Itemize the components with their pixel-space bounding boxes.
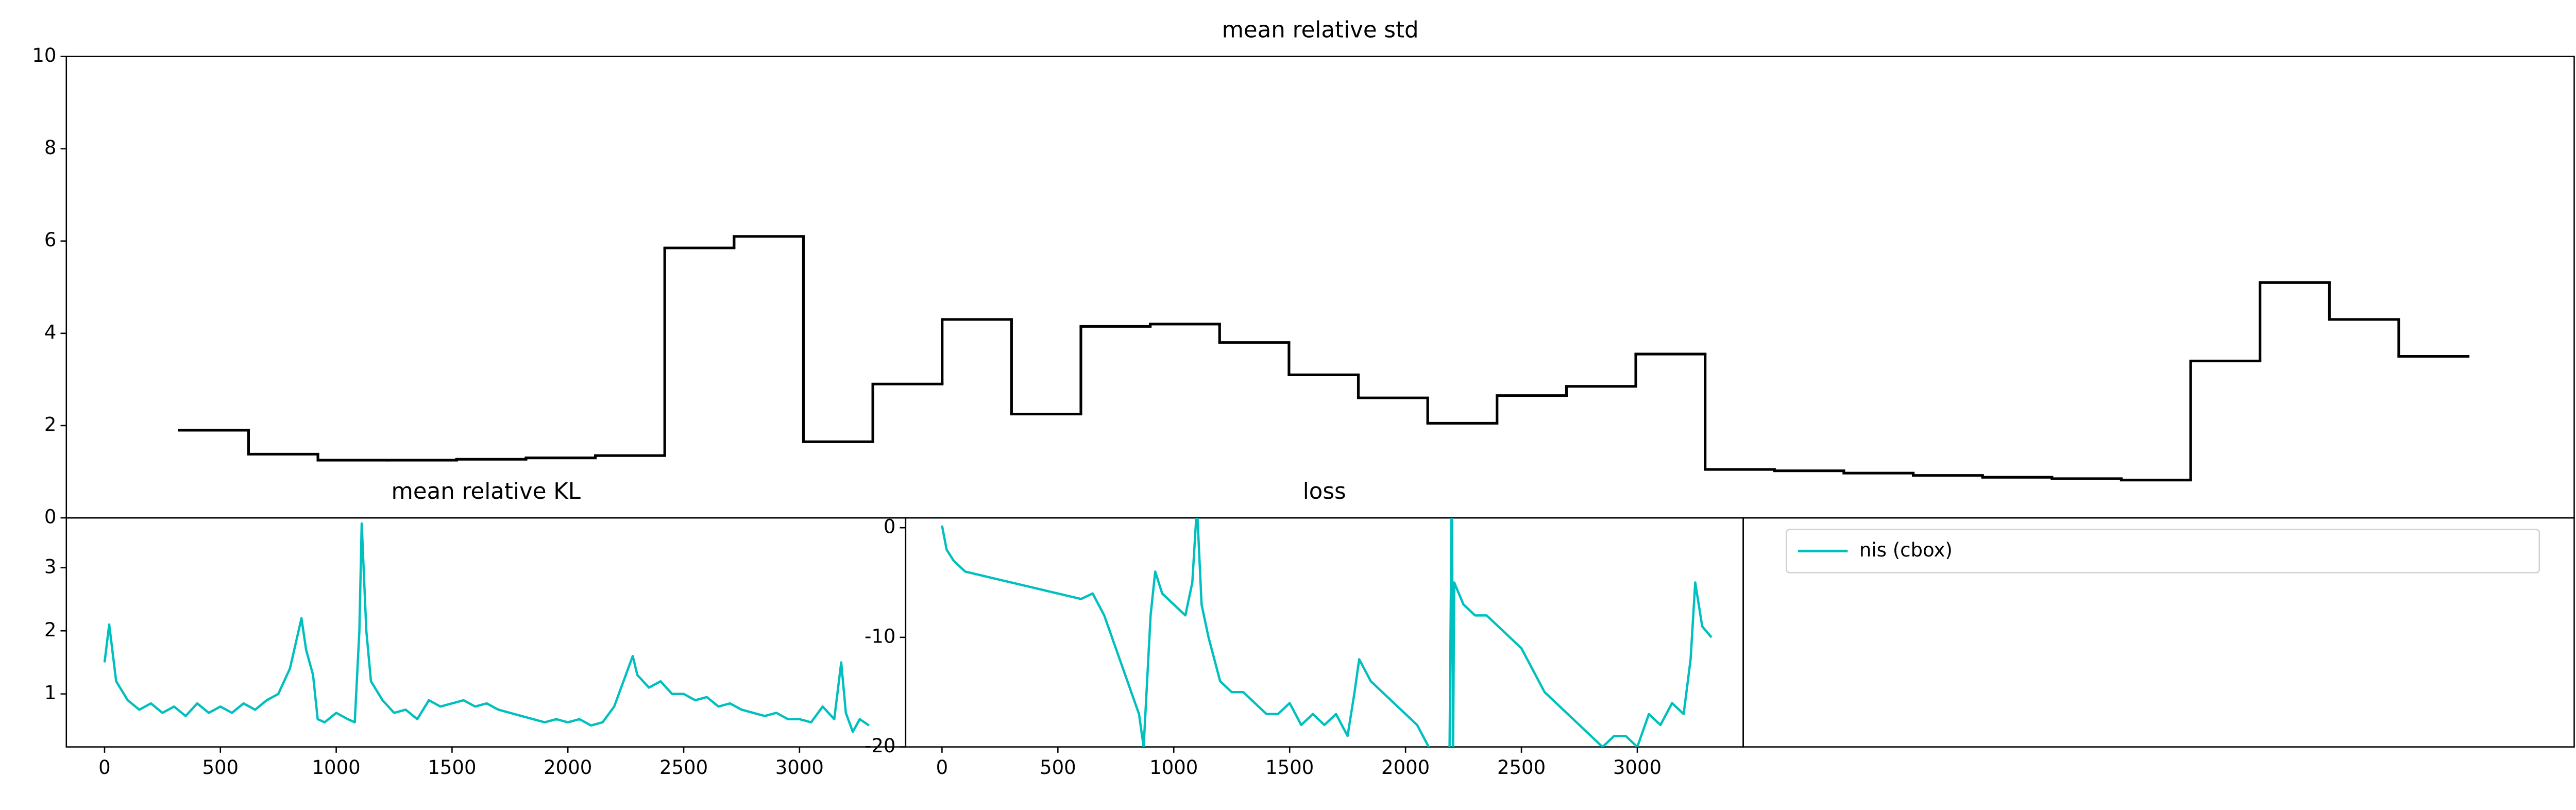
x-tick-label: 0	[936, 756, 948, 779]
x-tick-label: 1000	[1149, 756, 1198, 779]
axes-title: loss	[1303, 479, 1346, 504]
axes-frame	[65, 56, 2575, 519]
x-tick-label: 2000	[544, 756, 592, 779]
axes-frame	[65, 517, 907, 748]
x-tick-label: 2500	[659, 756, 708, 779]
x-tick-label: 1500	[428, 756, 476, 779]
y-tick-label: 6	[44, 229, 57, 251]
axes-title: mean relative std	[1222, 18, 1419, 43]
axes-frame	[905, 517, 1744, 748]
y-tick-label: -20	[865, 735, 895, 757]
step-line	[178, 235, 2470, 482]
legend-box	[1785, 529, 2540, 573]
x-tick-label: 500	[1040, 756, 1076, 779]
x-tick-label: 3000	[1613, 756, 1662, 779]
x-tick-label: 2000	[1381, 756, 1430, 779]
y-tick-label: 0	[884, 516, 896, 538]
x-tick-label: 2500	[1497, 756, 1546, 779]
x-tick-label: 500	[202, 756, 239, 779]
x-tick-label: 1000	[312, 756, 361, 779]
y-tick-label: 3	[44, 555, 57, 578]
axes-frame	[1742, 517, 2575, 748]
y-tick-label: -10	[865, 625, 895, 647]
x-tick-label: 3000	[775, 756, 824, 779]
y-tick-label: 4	[44, 321, 57, 343]
y-tick-label: 8	[44, 137, 57, 159]
y-tick-label: 10	[32, 44, 56, 66]
x-tick-label: 1500	[1265, 756, 1314, 779]
y-tick-label: 2	[44, 619, 57, 641]
data-line	[103, 522, 870, 733]
y-tick-label: 1	[44, 682, 57, 704]
legend-label: nis (cbox)	[1859, 539, 1953, 561]
x-tick-label: 0	[98, 756, 111, 779]
y-tick-label: 2	[44, 413, 57, 435]
y-tick-label: 0	[44, 506, 57, 528]
axes-title: mean relative KL	[392, 479, 581, 504]
data-line	[941, 518, 1713, 747]
